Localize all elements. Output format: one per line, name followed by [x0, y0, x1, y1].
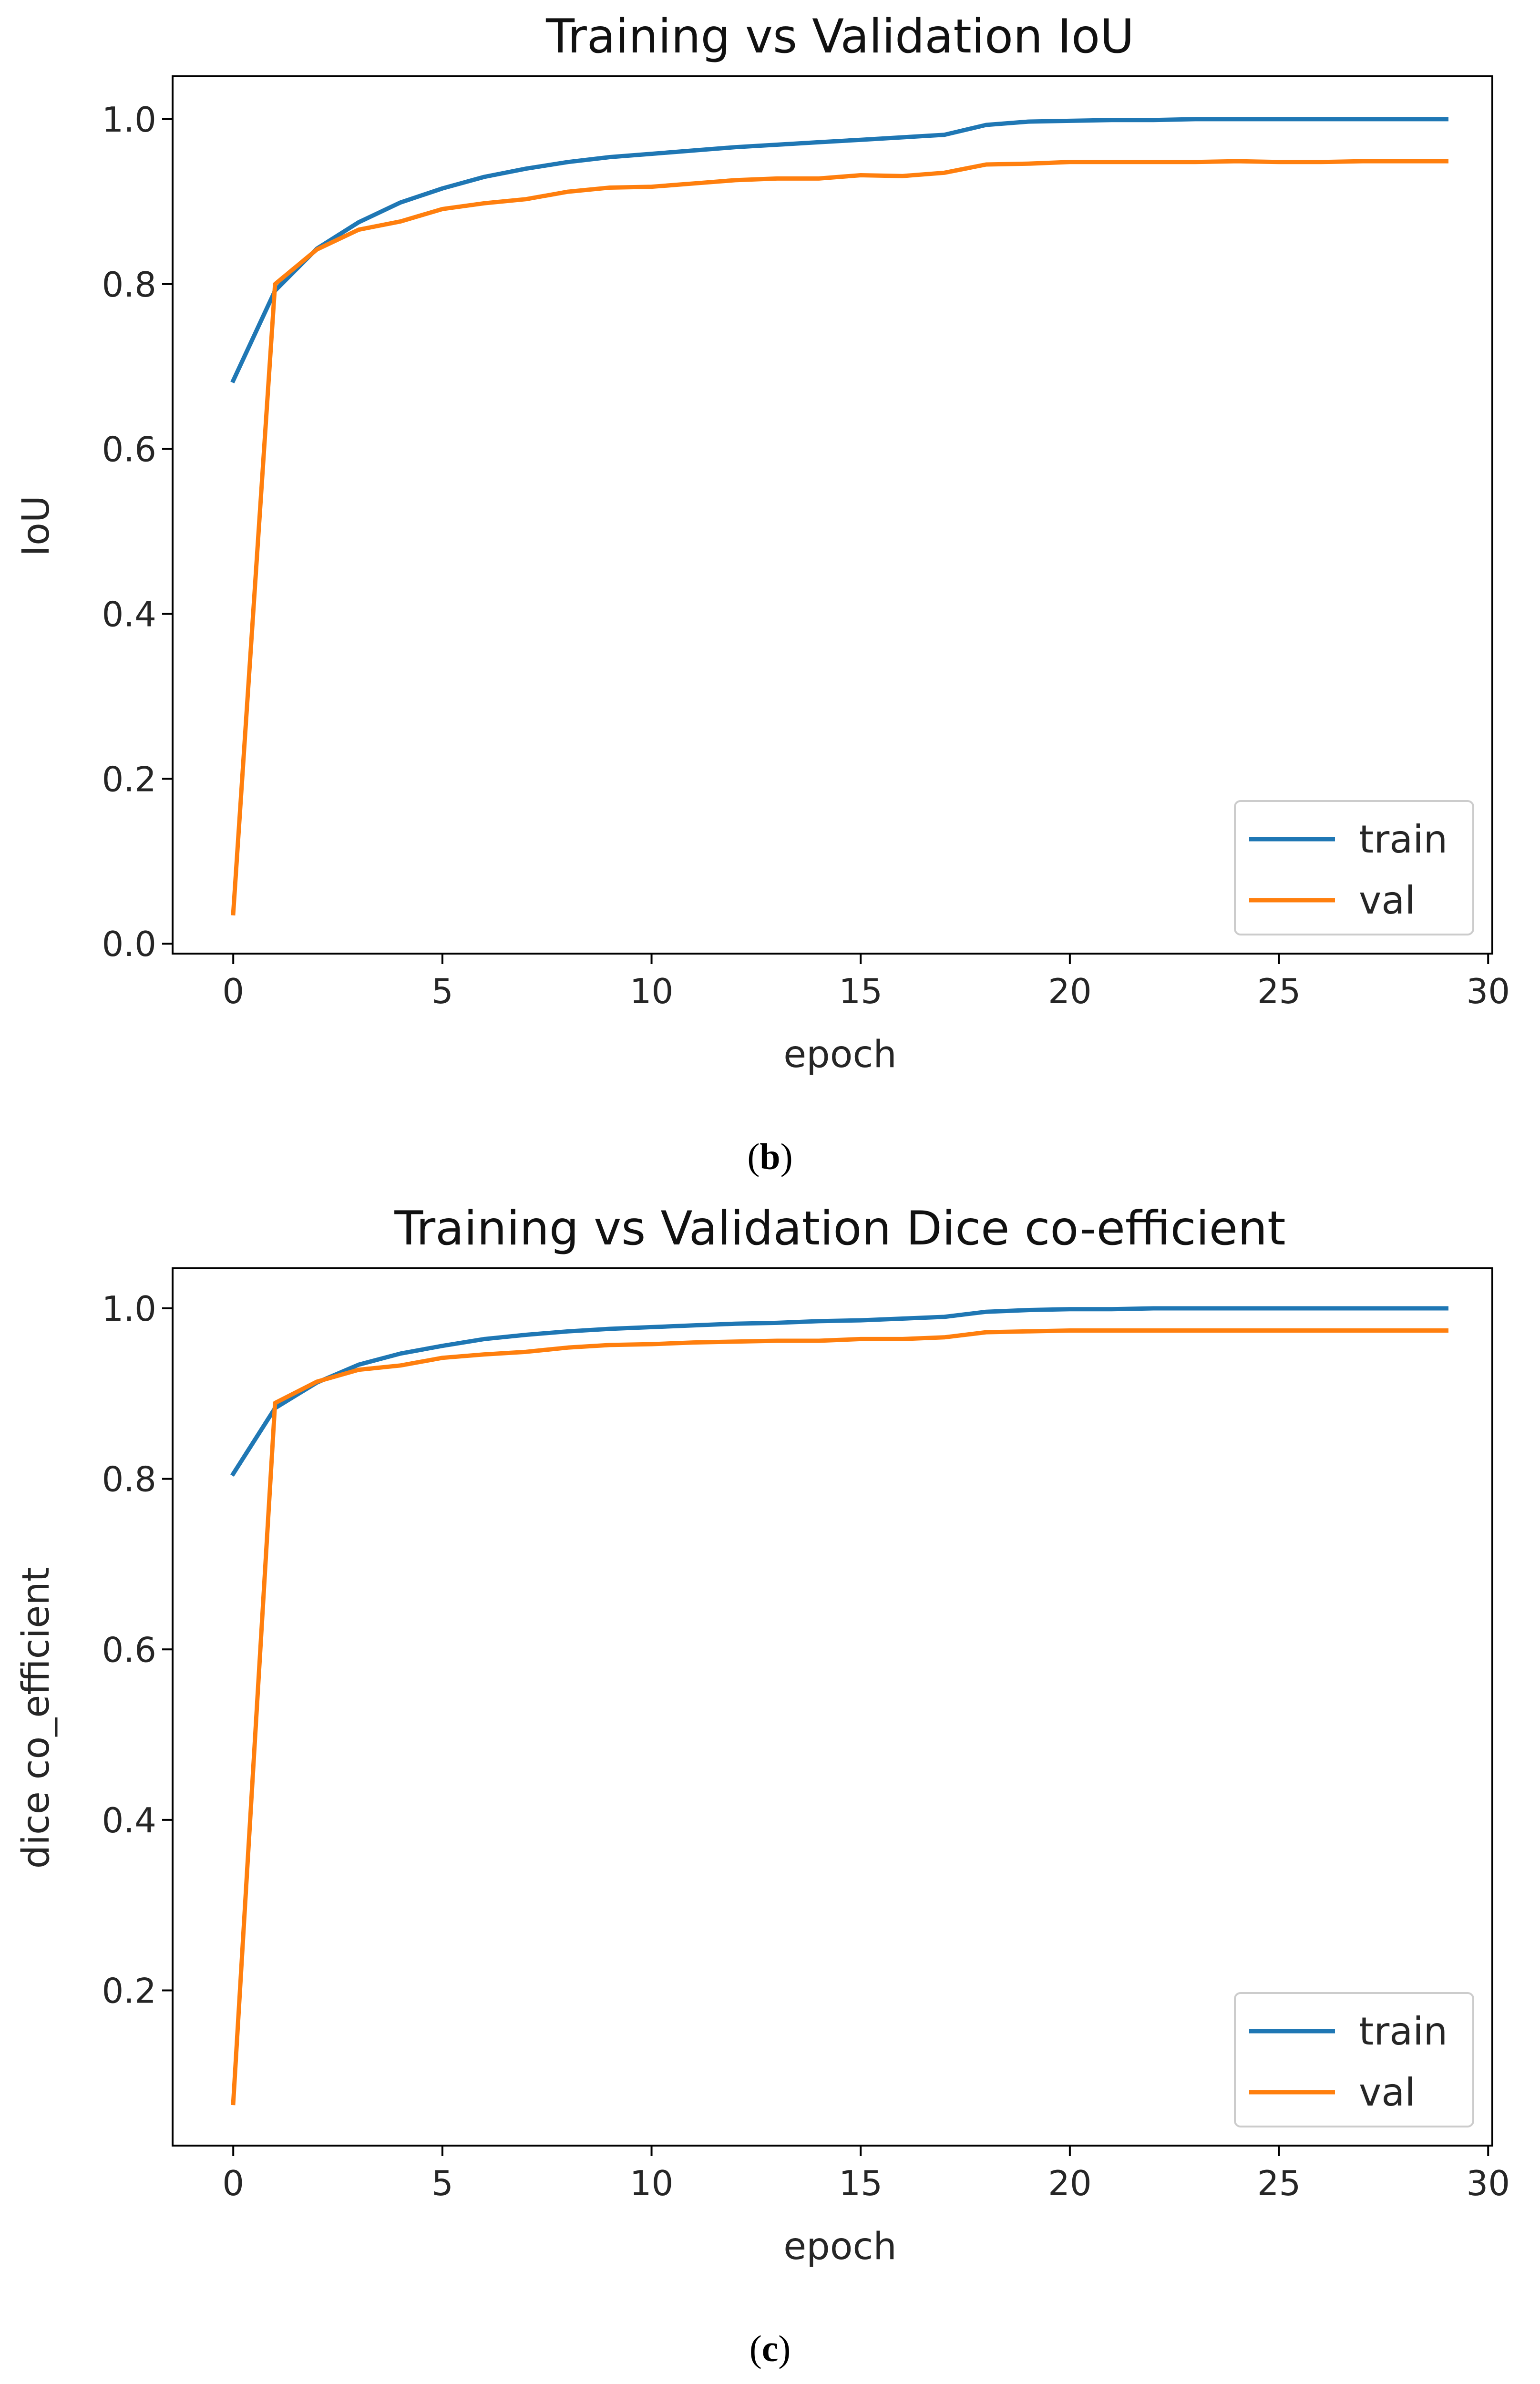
- y-tick-label: 0.6: [102, 430, 156, 470]
- legend-label-val: val: [1359, 878, 1416, 923]
- x-tick-label: 15: [839, 2163, 883, 2203]
- y-tick-label: 0.8: [102, 1459, 156, 1500]
- y-axis-label: IoU: [15, 495, 58, 556]
- x-tick-label: 15: [839, 971, 883, 1011]
- legend: train val: [1234, 1992, 1474, 2127]
- y-tick-label: 1.0: [102, 100, 156, 140]
- y-tick-label: 0.6: [102, 1630, 156, 1670]
- series-line-val: [231, 159, 1448, 916]
- series-line-train: [230, 117, 1448, 384]
- y-tick-label: 0.0: [102, 924, 156, 964]
- legend-label-train: train: [1359, 2009, 1448, 2054]
- x-tick-label: 5: [431, 2163, 453, 2203]
- x-tick-label: 20: [1048, 971, 1092, 1011]
- series-line-val: [231, 1328, 1448, 2106]
- x-tick-label: 5: [431, 971, 453, 1011]
- plot-frame: [172, 75, 1493, 955]
- y-tick-label: 0.2: [102, 759, 156, 799]
- series-line-train: [230, 1306, 1448, 1477]
- chart-iou: Training vs Validation IoU 0.0 0.2 0.4 0.6 0…: [15, 10, 1510, 1177]
- figure-b: Training vs Validation IoU 0.0 0.2 0.4 0.6 0…: [15, 10, 1510, 1177]
- x-tick-label: 10: [630, 2163, 674, 2203]
- chart-dice: Training vs Validation Dice co-efficient…: [15, 1202, 1510, 2369]
- x-axis-label: epoch: [783, 1033, 897, 1076]
- x-tick-label: 10: [630, 971, 674, 1011]
- y-tick-label: 0.8: [102, 265, 156, 305]
- figure-c: Training vs Validation Dice co-efficient…: [0, 1192, 1540, 2384]
- legend-label-train: train: [1359, 817, 1448, 862]
- y-axis-label: dice co_efficient: [15, 1567, 58, 1869]
- figure-caption: (b): [747, 1136, 792, 1177]
- x-tick-label: 20: [1048, 2163, 1092, 2203]
- y-tick-label: 0.4: [102, 595, 156, 635]
- y-tick-label: 0.2: [102, 1971, 156, 2011]
- plot-frame: [172, 1267, 1493, 2147]
- legend: train val: [1234, 800, 1474, 935]
- x-tick-label: 25: [1257, 2163, 1301, 2203]
- x-tick-label: 30: [1466, 2163, 1510, 2203]
- y-tick-label: 0.4: [102, 1800, 156, 1840]
- y-tick-label: 1.0: [102, 1289, 156, 1329]
- chart-title: Training vs Validation Dice co-efficient: [394, 1202, 1285, 1256]
- x-tick-label: 25: [1257, 971, 1301, 1011]
- legend-label-val: val: [1359, 2070, 1416, 2115]
- x-tick-label: 0: [222, 2163, 244, 2203]
- x-tick-label: 30: [1466, 971, 1510, 1011]
- x-tick-label: 0: [222, 971, 244, 1011]
- chart-title: Training vs Validation IoU: [545, 10, 1134, 64]
- x-axis-label: epoch: [783, 2225, 897, 2268]
